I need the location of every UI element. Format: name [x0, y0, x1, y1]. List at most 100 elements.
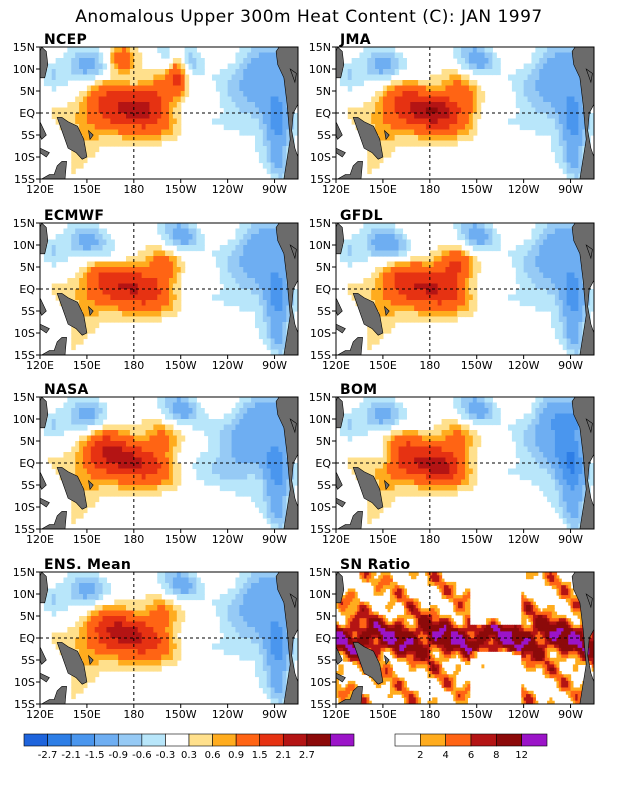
land-mask-3	[40, 297, 47, 316]
x-tick-label: 90W	[558, 708, 583, 721]
x-tick-label: 90W	[262, 359, 287, 372]
colorbar-swatch	[188, 733, 213, 747]
x-tick-label: 150W	[461, 533, 493, 546]
x-tick-label: 150E	[73, 183, 101, 196]
x-tick-label: 120E	[26, 359, 54, 372]
colorbar-label: 8	[493, 750, 499, 761]
land-mask-3	[336, 297, 343, 316]
x-tick-label: 150E	[369, 183, 397, 196]
y-tick-label: 10S	[310, 676, 331, 689]
y-tick-label: 15S	[310, 349, 331, 362]
land-mask-3	[40, 646, 47, 665]
colorbar-swatch	[23, 733, 48, 747]
x-tick-label: 150W	[165, 533, 197, 546]
y-tick-label: 15S	[14, 349, 35, 362]
colorbar-label: 6	[468, 750, 474, 761]
land-mask-2	[56, 642, 88, 685]
figure-title: Anomalous Upper 300m Heat Content (C): J…	[75, 7, 542, 27]
panel-gfdl: GFDL 120E 150E 180 150W 120W 90W 15N 10N 5N EQ 5S 10…	[309, 208, 595, 372]
land-mask-7	[585, 418, 593, 434]
field-cells	[336, 572, 594, 704]
panel-ecmwf: ECMWF 120E 150E 180 150W 120W 90W 15N 10N 5N EQ 5S 1…	[13, 208, 299, 372]
y-tick-label: 10S	[14, 327, 35, 340]
y-tick-label: 10S	[310, 151, 331, 164]
colorbar-swatch	[470, 733, 497, 747]
x-tick-label: 150E	[73, 359, 101, 372]
x-tick-label: 180	[123, 708, 144, 721]
colorbar-sn-ratio: 2 4 6 8 12	[394, 733, 548, 761]
y-tick-label: 5S	[21, 129, 35, 142]
panel-title: NCEP	[44, 32, 87, 48]
y-tick-label: 5S	[21, 305, 35, 318]
x-tick-label: 180	[123, 533, 144, 546]
y-tick-label: 10N	[13, 588, 35, 601]
x-tick-label: 90W	[558, 533, 583, 546]
y-tick-label: 15S	[310, 698, 331, 711]
y-tick-label: 15S	[14, 698, 35, 711]
x-tick-label: 120E	[322, 708, 350, 721]
x-tick-label: 150E	[369, 359, 397, 372]
x-tick-label: 120W	[508, 533, 540, 546]
colorbar-swatch	[117, 733, 143, 747]
x-tick-label: 120E	[26, 533, 54, 546]
colorbar-swatch	[394, 733, 421, 747]
panel-jma: JMA 120E 150E 180 150W 120W 90W 15N 10N 5N EQ 5S 10S…	[309, 32, 595, 196]
land-mask-2	[352, 642, 384, 685]
colorbar-label: -0.9	[109, 750, 129, 761]
y-tick-label: 15N	[309, 217, 331, 230]
land-mask-5	[336, 323, 346, 334]
y-tick-label: 5S	[317, 305, 331, 318]
land-mask-4	[336, 47, 345, 79]
land-mask-0	[336, 337, 363, 355]
field-cells	[40, 572, 298, 704]
y-tick-label: 15N	[309, 41, 331, 54]
colorbar-label: 0.3	[181, 750, 197, 761]
land-mask-5	[40, 672, 50, 683]
land-mask-2	[56, 467, 88, 510]
y-tick-label: 5S	[317, 129, 331, 142]
panel-bom: BOM 120E 150E 180 150W 120W 90W 15N 10N 5N EQ 5S 10S…	[309, 382, 595, 546]
x-tick-label: 150E	[369, 708, 397, 721]
y-tick-label: EQ	[315, 632, 331, 645]
panel-sn: SN Ratio 120E 150E 180 150W 120W 90W 15N 10N 5N EQ…	[309, 557, 595, 721]
x-tick-label: 120E	[26, 708, 54, 721]
y-tick-label: 5N	[316, 610, 331, 623]
x-tick-label: 150W	[461, 708, 493, 721]
field-cells	[336, 47, 594, 179]
y-tick-label: 10N	[309, 63, 331, 76]
land-mask-0	[40, 337, 67, 355]
colorbar-swatch	[141, 733, 166, 747]
colorbar-swatch	[94, 733, 119, 747]
land-mask-6	[275, 572, 298, 704]
colorbar-label: -2.1	[61, 750, 81, 761]
panel-title: ECMWF	[44, 208, 104, 224]
land-mask-0	[336, 161, 363, 179]
field-cells	[40, 397, 298, 529]
x-tick-label: 90W	[262, 183, 287, 196]
land-mask-0	[40, 161, 67, 179]
y-tick-label: EQ	[19, 283, 35, 296]
colorbar-label: 1.5	[252, 750, 268, 761]
land-mask-6	[275, 223, 298, 355]
y-tick-label: 15S	[310, 523, 331, 536]
x-tick-label: 120E	[26, 183, 54, 196]
field-cells	[40, 223, 298, 355]
x-tick-label: 120W	[212, 533, 244, 546]
land-mask-2	[56, 117, 88, 160]
y-tick-label: 10S	[310, 501, 331, 514]
y-tick-label: 10N	[13, 63, 35, 76]
y-tick-label: EQ	[19, 107, 35, 120]
x-tick-label: 150W	[461, 359, 493, 372]
y-tick-label: 15S	[14, 173, 35, 186]
y-tick-label: 15S	[310, 173, 331, 186]
colorbar-swatch	[165, 733, 190, 747]
colorbar-label: 4	[442, 750, 448, 761]
x-tick-label: 120W	[508, 359, 540, 372]
land-mask-5	[336, 497, 346, 508]
land-mask-7	[585, 593, 593, 609]
land-mask-7	[289, 68, 297, 84]
x-tick-label: 120W	[212, 183, 244, 196]
land-mask-3	[40, 121, 47, 140]
colorbar-swatch	[47, 733, 72, 747]
land-mask-4	[40, 223, 49, 255]
